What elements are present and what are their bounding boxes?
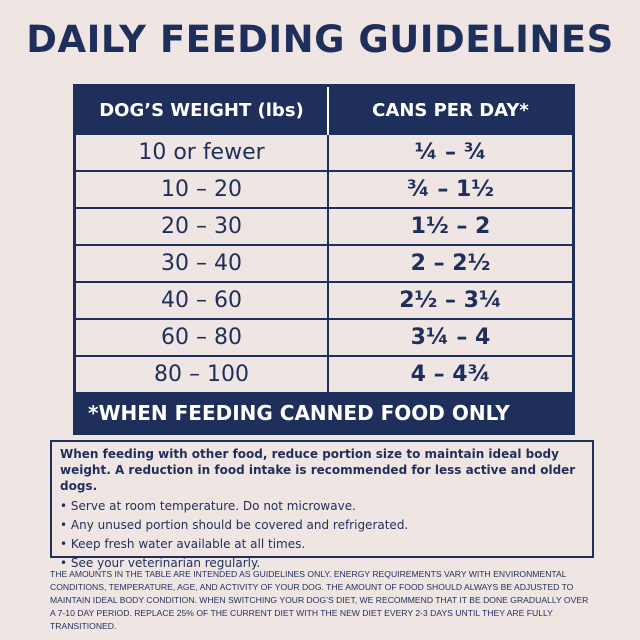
note-bullet: Any unused portion should be covered and…	[60, 516, 584, 535]
note-bullet: Keep fresh water available at all times.	[60, 535, 584, 554]
title: DAILY FEEDING GUIDELINES	[26, 18, 614, 61]
notes-box: When feeding with other food, reduce por…	[50, 440, 594, 570]
cans-per-day: 4 – 4¾	[328, 355, 574, 393]
table-row: 10 or fewer ¼ – ¾	[74, 133, 574, 171]
dog-weight: 30 – 40	[74, 244, 329, 282]
fine-print: The amounts in the table are intended as…	[50, 569, 589, 631]
table-row: 40 – 60 2½ – 3¼	[74, 281, 574, 319]
note-bullet: Serve at room temperature. Do not microw…	[60, 497, 584, 516]
dog-weight: 20 – 30	[74, 207, 329, 245]
table-row: 10 – 20 ¾ – 1½	[74, 170, 574, 208]
cans-per-day: 1½ – 2	[328, 207, 574, 245]
column-header: CANS PER DAY*	[328, 85, 574, 134]
cans-per-day: 2 – 2½	[328, 244, 574, 282]
table-row: 80 – 100 4 – 4¾	[74, 355, 574, 393]
notes-intro: When feeding with other food, reduce por…	[60, 447, 576, 493]
table-footnote: *WHEN FEEDING CANNED FOOD ONLY	[74, 392, 574, 434]
dog-weight: 10 – 20	[74, 170, 329, 208]
table-row: 20 – 30 1½ – 2	[74, 207, 574, 245]
table-row: 30 – 40 2 – 2½	[74, 244, 574, 282]
dog-weight: 80 – 100	[74, 355, 329, 393]
note-bullet: See your veterinarian regularly.	[60, 554, 584, 573]
cans-per-day: 2½ – 3¼	[328, 281, 574, 319]
column-header: DOG’S WEIGHT (lbs)	[74, 85, 329, 134]
cans-per-day: ¼ – ¾	[328, 133, 574, 171]
dog-weight: 60 – 80	[74, 318, 329, 356]
table-row: 60 – 80 3¼ – 4	[74, 318, 574, 356]
cans-per-day: ¾ – 1½	[328, 170, 574, 208]
dog-weight: 40 – 60	[74, 281, 329, 319]
cans-per-day: 3¼ – 4	[328, 318, 574, 356]
dog-weight: 10 or fewer	[74, 133, 329, 171]
feeding-table: DOG’S WEIGHT (lbs) CANS PER DAY* 10 or f…	[73, 84, 575, 435]
